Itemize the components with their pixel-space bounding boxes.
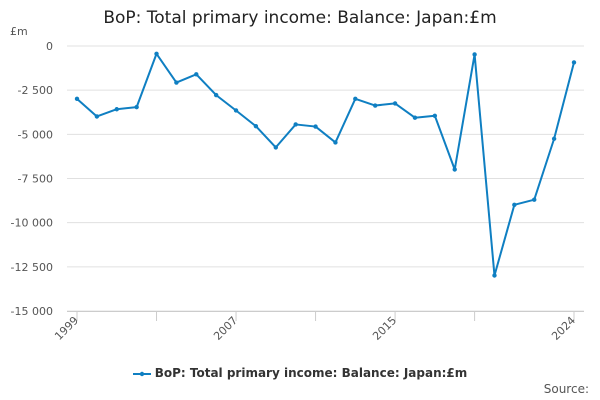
data-point	[373, 103, 378, 108]
source-label: Source:	[543, 382, 589, 396]
legend-line-marker-icon	[132, 371, 151, 376]
data-point	[432, 113, 438, 118]
chart-title: BoP: Total primary income: Balance: Japa…	[103, 8, 497, 28]
data-point	[233, 108, 239, 113]
data-point	[213, 92, 219, 98]
legend[interactable]: BoP: Total primary income: Balance: Japa…	[0, 366, 600, 380]
y-tick-label: -12 500	[11, 261, 53, 274]
data-point	[492, 273, 497, 278]
y-tick-label: -2 500	[18, 84, 53, 97]
data-point	[313, 124, 318, 129]
data-point	[333, 140, 338, 145]
y-tick-label: 0	[46, 40, 53, 53]
data-point	[412, 115, 418, 120]
data-point	[74, 96, 80, 102]
data-point	[134, 104, 139, 110]
legend-label: BoP: Total primary income: Balance: Japa…	[154, 366, 468, 380]
data-point	[114, 107, 119, 112]
data-point	[532, 197, 537, 202]
data-point	[273, 145, 278, 150]
data-point	[452, 167, 457, 172]
y-tick-label: -15 000	[11, 305, 53, 318]
y-tick-label: -7 500	[18, 173, 53, 186]
y-axis-unit-label: £m	[10, 25, 28, 38]
data-point	[94, 114, 100, 119]
data-point	[194, 72, 199, 77]
data-point	[353, 96, 358, 102]
data-point	[253, 124, 259, 129]
data-point	[571, 60, 577, 65]
y-tick-label: -5 000	[18, 128, 53, 141]
data-point	[472, 52, 477, 57]
y-tick-label: -10 000	[11, 217, 53, 230]
data-point	[174, 80, 179, 85]
data-point	[392, 101, 398, 106]
series-line	[76, 52, 575, 277]
data-point	[293, 122, 298, 127]
data-point	[154, 51, 159, 56]
data-point	[512, 202, 517, 208]
data-point	[551, 136, 557, 141]
